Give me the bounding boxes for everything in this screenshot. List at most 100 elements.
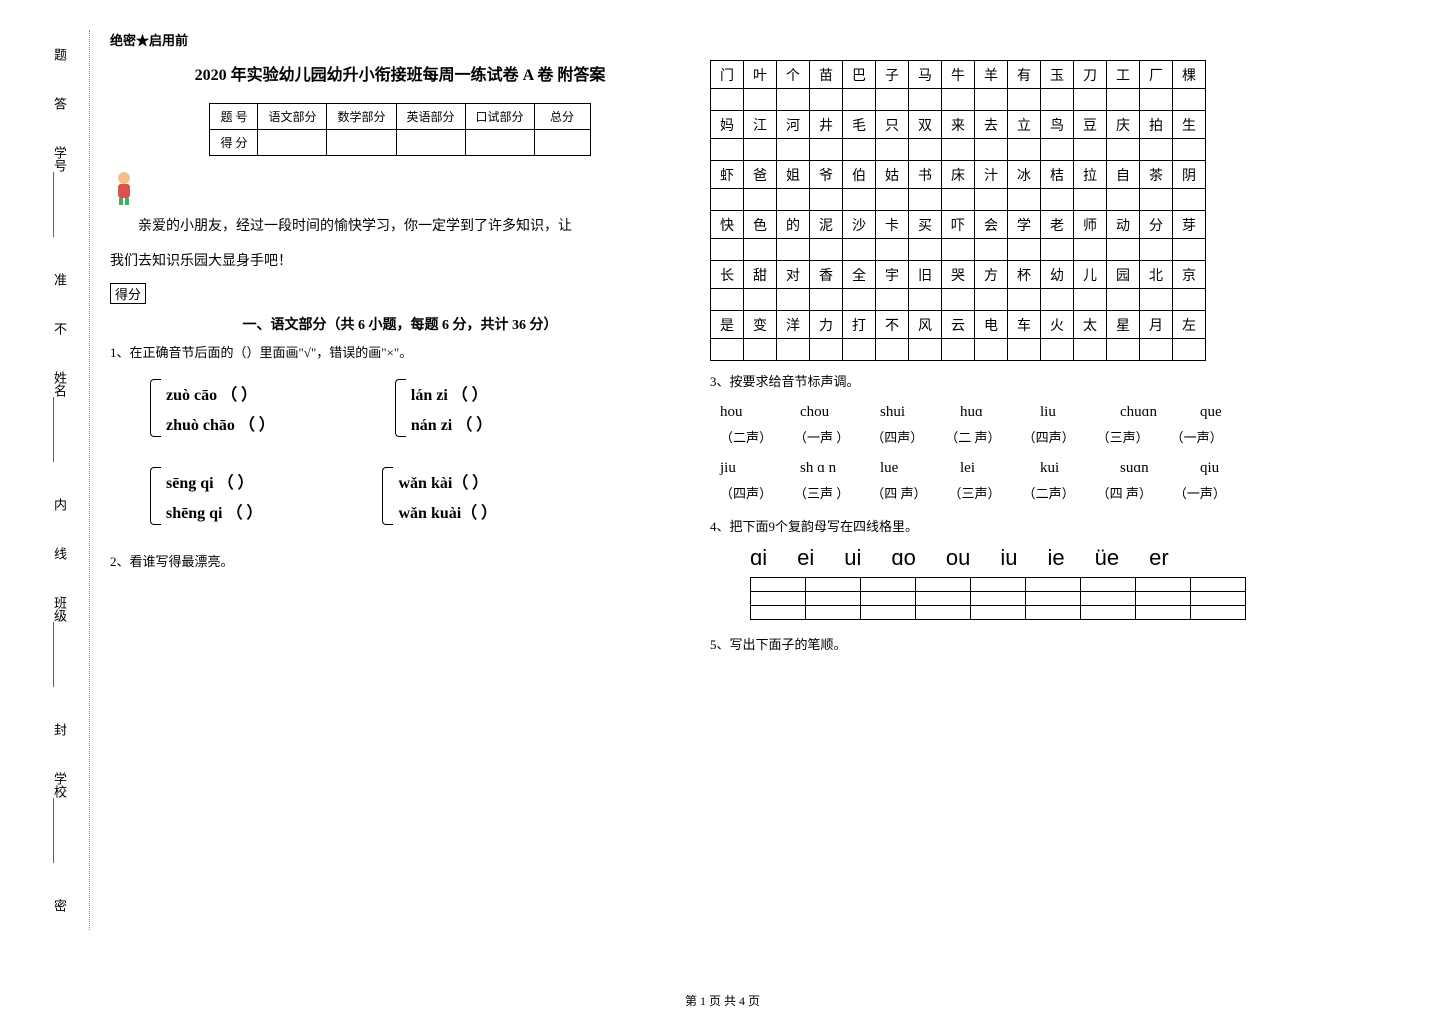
char-cell: 门 <box>711 61 744 89</box>
score-table: 题 号 语文部分 数学部分 英语部分 口试部分 总分 得 分 <box>209 103 590 156</box>
tone-cell: lue <box>880 460 926 477</box>
char-blank-cell <box>1173 139 1206 161</box>
pinyin-option: wǎn kài（ ） <box>398 469 497 493</box>
char-blank-cell <box>909 289 942 311</box>
char-cell: 京 <box>1173 261 1206 289</box>
char-blank-cell <box>1140 139 1173 161</box>
char-cell: 太 <box>1074 311 1107 339</box>
character-grid: 门叶个苗巴子马牛羊有玉刀工厂棵妈江河井毛只双来去立鸟豆庆拍生虾爸姐爷伯姑书床汁冰… <box>710 60 1206 361</box>
compound-final: ei <box>797 545 814 571</box>
char-cell: 对 <box>777 261 810 289</box>
compound-final: iu <box>1000 545 1017 571</box>
seal-text: 不 <box>50 322 69 335</box>
char-blank-cell <box>909 339 942 361</box>
char-blank-cell <box>876 289 909 311</box>
char-cell: 伯 <box>843 161 876 189</box>
q4-label: 4、把下面9个复韵母写在四线格里。 <box>710 516 1310 535</box>
char-cell: 子 <box>876 61 909 89</box>
char-cell: 有 <box>1008 61 1041 89</box>
char-row: 快色的泥沙卡买吓会学老师动分芽 <box>711 211 1206 239</box>
char-cell: 江 <box>744 111 777 139</box>
char-cell: 幼 <box>1041 261 1074 289</box>
char-cell: 爷 <box>810 161 843 189</box>
tone-cell: que <box>1200 404 1246 421</box>
char-cell: 卡 <box>876 211 909 239</box>
tone-cell: huɑ <box>960 404 1006 421</box>
tone-syllable-row: jiush ɑ nlueleikuisuɑnqiu <box>720 460 1310 477</box>
char-cell: 拉 <box>1074 161 1107 189</box>
char-blank-cell <box>711 239 744 261</box>
char-cell: 洋 <box>777 311 810 339</box>
char-blank-cell <box>711 139 744 161</box>
char-blank-cell <box>1074 189 1107 211</box>
char-blank-cell <box>810 139 843 161</box>
char-cell: 巴 <box>843 61 876 89</box>
char-cell: 棵 <box>1173 61 1206 89</box>
tone-cell: （三声 ） <box>794 483 849 502</box>
tone-cell: kui <box>1040 460 1086 477</box>
pinyin-option: sēng qi （ ） <box>166 469 262 493</box>
char-cell: 妈 <box>711 111 744 139</box>
tone-cell: （一声） <box>1171 427 1223 446</box>
col-header: 题 号 <box>210 104 258 130</box>
char-blank-cell <box>975 339 1008 361</box>
char-cell: 吓 <box>942 211 975 239</box>
char-cell: 分 <box>1140 211 1173 239</box>
char-cell: 师 <box>1074 211 1107 239</box>
tone-cell: （二声） <box>720 427 772 446</box>
tone-label-row: （四声）（三声 ）（四 声）（三声）（二声）（四 声）（一声） <box>720 483 1310 502</box>
char-blank-cell <box>1041 339 1074 361</box>
char-blank-cell <box>1008 289 1041 311</box>
char-cell: 全 <box>843 261 876 289</box>
char-blank-cell <box>1173 89 1206 111</box>
char-blank-row <box>711 189 1206 211</box>
tone-cell: （四 声） <box>1097 483 1152 502</box>
tone-cell: （四声） <box>871 427 923 446</box>
char-blank-cell <box>876 139 909 161</box>
char-blank-cell <box>876 339 909 361</box>
seal-text: 密 <box>50 899 69 912</box>
char-cell: 杯 <box>1008 261 1041 289</box>
char-cell: 床 <box>942 161 975 189</box>
tone-cell: sh ɑ n <box>800 460 846 477</box>
char-blank-cell <box>1041 89 1074 111</box>
col-header: 语文部分 <box>258 104 327 130</box>
char-blank-cell <box>744 139 777 161</box>
char-cell: 旧 <box>909 261 942 289</box>
tone-cell: lei <box>960 460 1006 477</box>
char-cell: 双 <box>909 111 942 139</box>
char-blank-cell <box>1107 339 1140 361</box>
compound-final: ɑo <box>891 545 915 571</box>
char-cell: 叶 <box>744 61 777 89</box>
char-blank-cell <box>942 89 975 111</box>
char-blank-cell <box>777 239 810 261</box>
char-cell: 芽 <box>1173 211 1206 239</box>
char-blank-cell <box>1107 289 1140 311</box>
char-blank-cell <box>975 89 1008 111</box>
tone-label-row: （二声）（一声 ）（四声）（二 声）（四声）（三声）（一声） <box>720 427 1310 446</box>
char-blank-cell <box>975 189 1008 211</box>
char-blank-cell <box>1140 289 1173 311</box>
char-blank-cell <box>1074 289 1107 311</box>
char-cell: 姐 <box>777 161 810 189</box>
char-cell: 变 <box>744 311 777 339</box>
char-blank-cell <box>843 189 876 211</box>
tone-cell: （四 声） <box>871 483 926 502</box>
char-blank-cell <box>909 139 942 161</box>
char-row: 长甜对香全宇旧哭方杯幼儿园北京 <box>711 261 1206 289</box>
char-cell: 桔 <box>1041 161 1074 189</box>
pinyin-option: shēng qi （ ） <box>166 499 262 523</box>
tone-cell: （三声） <box>949 483 1001 502</box>
char-blank-cell <box>843 239 876 261</box>
confidential-label: 绝密★启用前 <box>110 30 690 49</box>
left-page: 绝密★启用前 2020 年实验幼儿园幼升小衔接班每周一练试卷 A 卷 附答案 题… <box>110 30 690 576</box>
char-blank-cell <box>1140 339 1173 361</box>
char-cell: 甜 <box>744 261 777 289</box>
compound-final: ui <box>844 545 861 571</box>
defen-box: 得分 <box>110 283 146 304</box>
char-blank-cell <box>1173 189 1206 211</box>
char-blank-cell <box>1041 239 1074 261</box>
char-cell: 工 <box>1107 61 1140 89</box>
char-cell: 力 <box>810 311 843 339</box>
bracket-pair: wǎn kài（ ） wǎn kuài（ ） <box>382 463 497 529</box>
